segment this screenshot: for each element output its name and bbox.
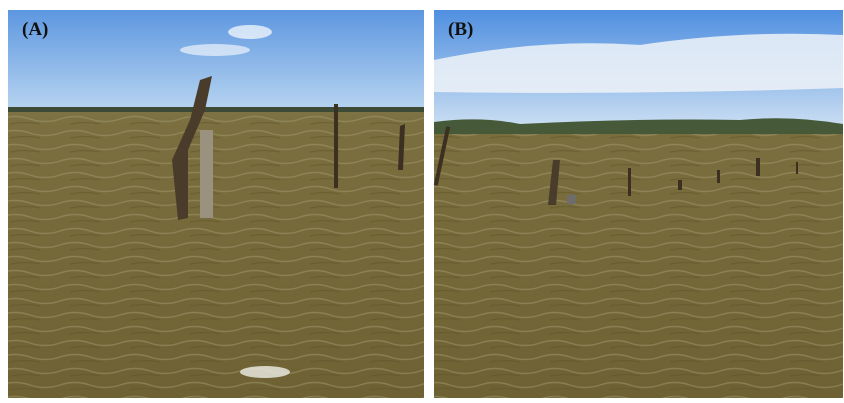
panel-label: (A) xyxy=(22,19,48,40)
post xyxy=(678,180,682,190)
post xyxy=(796,162,798,174)
cloud xyxy=(180,44,250,56)
post xyxy=(756,158,760,176)
waves xyxy=(8,112,424,398)
post xyxy=(717,170,720,183)
gauge xyxy=(200,130,213,218)
figure: (A) (B) xyxy=(0,0,844,398)
sky xyxy=(8,10,424,110)
waves xyxy=(434,134,843,398)
foam xyxy=(240,366,290,378)
post xyxy=(334,104,338,188)
tree-line xyxy=(434,118,843,134)
shoreline xyxy=(8,107,424,112)
gauge xyxy=(567,195,576,204)
panel-label: (B) xyxy=(448,19,473,40)
cloud xyxy=(228,25,272,39)
panel-a: (A) xyxy=(8,10,424,398)
post xyxy=(628,168,631,196)
panel-b: (B) xyxy=(434,10,843,398)
